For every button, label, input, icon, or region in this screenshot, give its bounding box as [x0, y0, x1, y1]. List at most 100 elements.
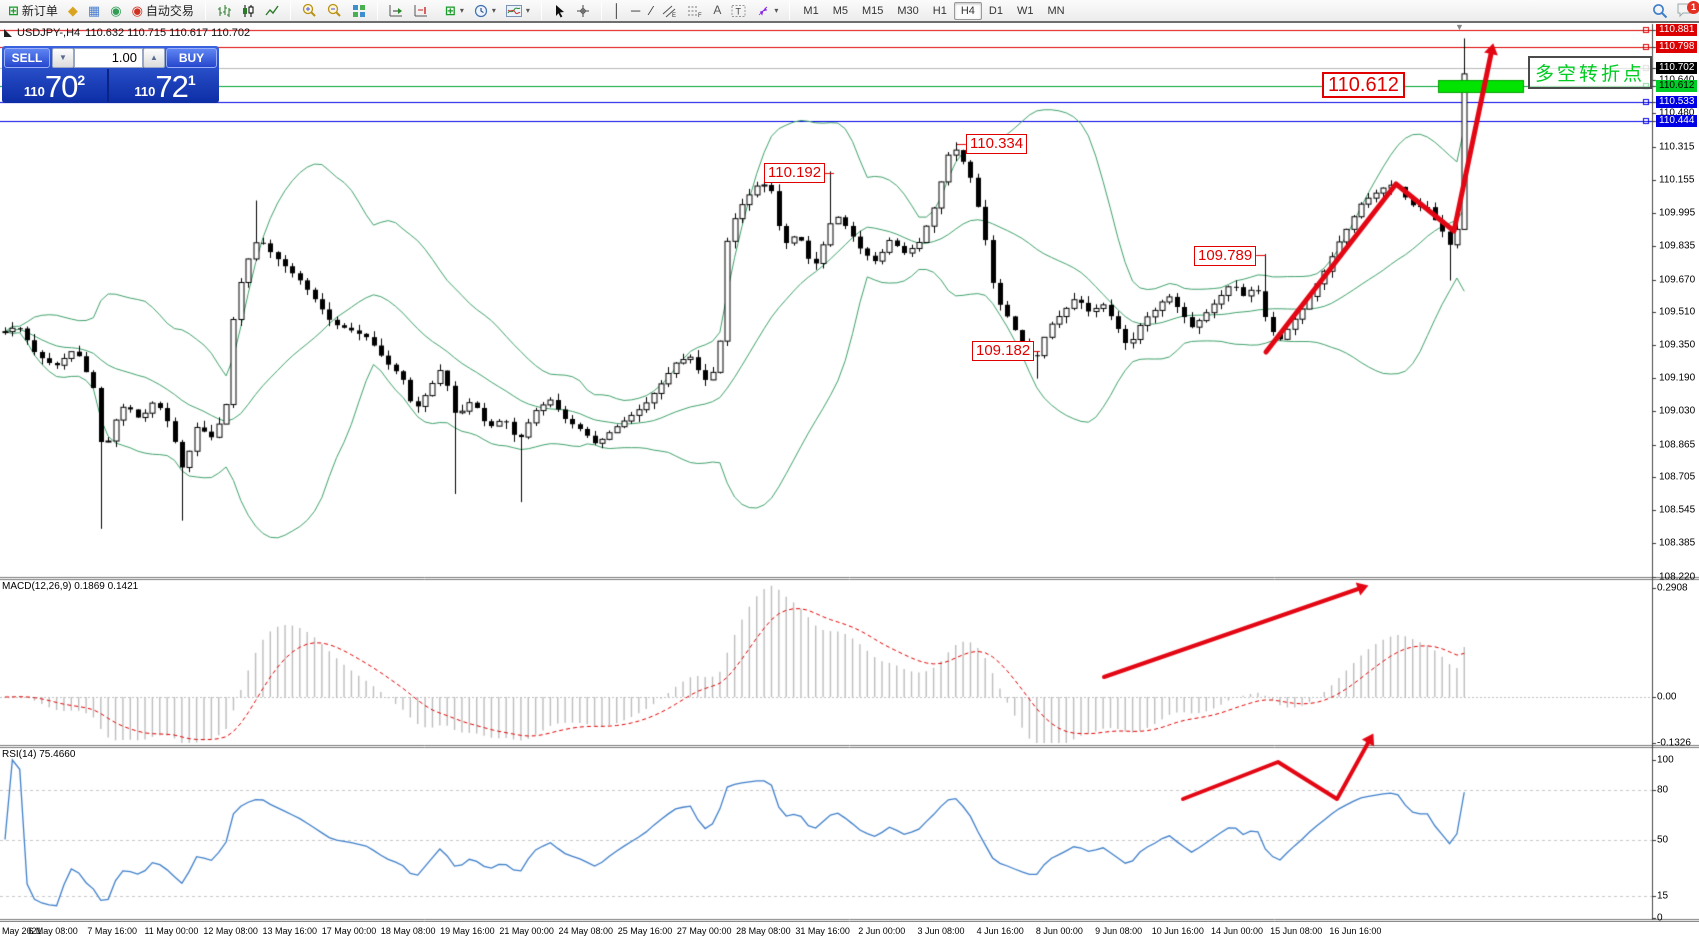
- volume-increase-button[interactable]: ▲: [143, 48, 165, 68]
- zoom-out-button[interactable]: [322, 1, 347, 21]
- terminal-window-icon: ▦: [87, 3, 101, 18]
- label-tool-button[interactable]: T: [726, 1, 751, 21]
- turning-point-label[interactable]: 多空转折点: [1528, 56, 1653, 89]
- time-tick-label: 14 Jun 00:00: [1210, 926, 1264, 936]
- entry-price-tag[interactable]: 110.612: [1322, 72, 1405, 98]
- macd-tick: 0.00: [1657, 691, 1677, 703]
- time-tick-label: 25 May 16:00: [617, 926, 673, 936]
- time-tick-label: 21 May 00:00: [499, 926, 554, 936]
- timeframe-button-w1[interactable]: W1: [1016, 4, 1034, 17]
- search-icon[interactable]: [1652, 3, 1668, 19]
- price-tick: 108.220: [1659, 571, 1696, 583]
- candle-chart-mode-button[interactable]: [236, 1, 260, 21]
- chart-symbol-icon: [4, 29, 12, 37]
- indicators-button[interactable]: ▾: [501, 1, 535, 21]
- buy-price-sup: 1: [187, 72, 196, 88]
- arrow-objects-icon: [759, 6, 768, 16]
- cursor-arrow-icon: [555, 4, 564, 17]
- price-level-badge: 110.881: [1656, 24, 1698, 36]
- timeframe-button-h4[interactable]: H4: [953, 1, 982, 20]
- crosshair-tool-button[interactable]: [571, 1, 595, 21]
- sell-price-display[interactable]: 110 70 2: [2, 69, 109, 102]
- vertical-line-tool-button[interactable]: │: [608, 1, 626, 21]
- time-tick-label: 2 Jun 00:00: [858, 926, 906, 936]
- buy-button[interactable]: BUY: [166, 48, 217, 68]
- autotrading-button[interactable]: ◉ 自动交易: [127, 1, 199, 21]
- toolbar-separator: [600, 1, 602, 20]
- price-tick: 108.705: [1659, 471, 1696, 483]
- new-order-button[interactable]: ⊞ 新订单: [3, 1, 63, 21]
- timeframe-button-d1[interactable]: D1: [988, 4, 1003, 17]
- timeframe-button-m1[interactable]: M1: [803, 4, 819, 17]
- time-tick-label: 7 May 16:00: [87, 926, 137, 936]
- chart-window-title: USDJPY-,H4 110.632 110.715 110.617 110.7…: [4, 27, 250, 39]
- price-level-badge: 110.444: [1656, 115, 1698, 127]
- line-chart-icon: [265, 5, 279, 15]
- fibonacci-icon: F: [688, 6, 702, 18]
- sell-price-sup: 2: [77, 72, 86, 88]
- timeframe-button-m30[interactable]: M30: [897, 4, 919, 17]
- timeframe-button-mn[interactable]: MN: [1047, 4, 1065, 17]
- price-level-badge: 110.702: [1656, 62, 1698, 74]
- rsi-tick: 50: [1657, 834, 1669, 846]
- chevron-down-icon: ▾: [774, 6, 779, 15]
- text-tool-button[interactable]: A: [708, 1, 726, 21]
- timeframe-button-m15[interactable]: M15: [861, 4, 884, 17]
- time-tick-label: 11 May 00:00: [144, 926, 199, 936]
- toolbar-separator: [204, 1, 206, 20]
- price-tick: 109.670: [1659, 274, 1696, 286]
- styler-button[interactable]: ◆: [63, 1, 83, 21]
- sell-button[interactable]: SELL: [4, 48, 50, 68]
- volume-decrease-button[interactable]: ▼: [52, 48, 74, 68]
- auto-scroll-button[interactable]: [384, 1, 409, 21]
- new-order-label: 新订单: [21, 4, 58, 18]
- timeframe-button-h1[interactable]: H1: [932, 4, 947, 17]
- broom-icon: ◆: [67, 3, 78, 18]
- trendline-tool-button[interactable]: ∕: [645, 1, 657, 21]
- time-axis[interactable]: May 2021 6 May 08:00 7 May 16:00 11 May 00…: [0, 922, 1699, 939]
- time-tick-label: 19 May 16:00: [440, 926, 495, 936]
- time-tick-label: 31 May 16:00: [795, 926, 850, 936]
- price-tag[interactable]: 110.192: [764, 163, 826, 183]
- new-order-icon: ⊞: [8, 3, 19, 18]
- rsi-tick: 100: [1657, 754, 1674, 766]
- bar-chart-mode-button[interactable]: [212, 1, 236, 21]
- auto-scroll-icon: [389, 4, 402, 16]
- timeframe-button-m5[interactable]: M5: [832, 4, 848, 17]
- horizontal-line-icon: ─: [631, 3, 641, 18]
- price-tag[interactable]: 109.182: [972, 341, 1035, 361]
- cursor-tool-button[interactable]: [548, 1, 571, 21]
- periods-button[interactable]: ▾: [469, 1, 501, 21]
- signals-button[interactable]: ◉: [105, 1, 126, 21]
- notifications-button[interactable]: 1: [1676, 0, 1699, 21]
- arrows-tool-button[interactable]: ▾: [751, 1, 783, 21]
- tile-windows-icon: [352, 4, 365, 17]
- chevron-down-icon: ▾: [459, 6, 464, 15]
- time-tick-label: 12 May 08:00: [203, 926, 258, 936]
- channel-tool-button[interactable]: E: [657, 1, 682, 21]
- toolbar-separator: [376, 1, 378, 20]
- rsi-tick: 80: [1657, 784, 1669, 796]
- chart-shift-icon: [414, 4, 427, 16]
- time-tick-label: 15 Jun 08:00: [1270, 926, 1323, 936]
- zoom-in-button[interactable]: [297, 1, 322, 21]
- terminal-button[interactable]: ▦: [83, 1, 105, 21]
- fibonacci-tool-button[interactable]: F: [682, 1, 708, 21]
- text-icon: A: [713, 3, 722, 17]
- price-tick: 110.315: [1659, 141, 1695, 153]
- horizontal-line-tool-button[interactable]: ─: [626, 1, 645, 21]
- trendline-icon: ∕: [650, 3, 653, 18]
- line-chart-mode-button[interactable]: [260, 1, 284, 21]
- new-chart-button[interactable]: ⊞ ▾: [440, 1, 469, 21]
- buy-price-display[interactable]: 110 72 1: [111, 69, 219, 102]
- notification-badge: 1: [1687, 0, 1699, 14]
- price-tag[interactable]: 109.789: [1194, 246, 1257, 266]
- toolbar-separator: [789, 1, 791, 20]
- rsi-tick: 0: [1657, 912, 1663, 924]
- volume-input[interactable]: 1.00: [74, 48, 143, 68]
- tile-windows-button[interactable]: [347, 1, 371, 21]
- price-tag[interactable]: 110.334: [966, 134, 1028, 154]
- time-tick-label: 6 May 08:00: [28, 926, 78, 936]
- chart-shift-button[interactable]: [409, 1, 434, 21]
